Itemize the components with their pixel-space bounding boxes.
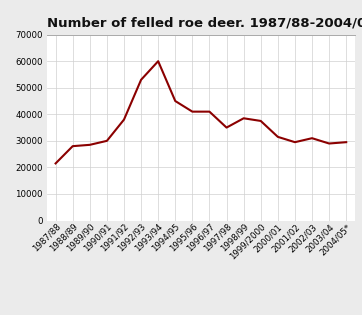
Text: Number of felled roe deer. 1987/88-2004/05: Number of felled roe deer. 1987/88-2004/… xyxy=(47,16,362,29)
